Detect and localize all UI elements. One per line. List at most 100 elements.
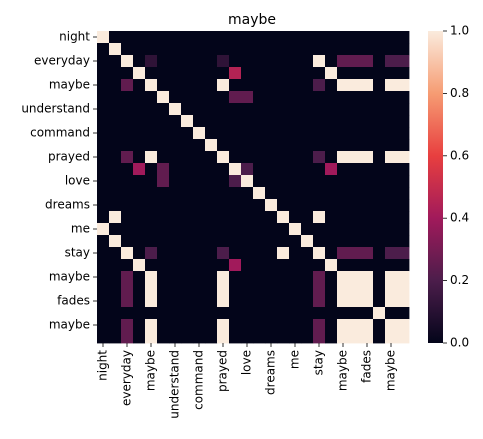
heatmap-cell bbox=[193, 79, 205, 91]
heatmap-cell bbox=[373, 103, 385, 115]
heatmap-cell bbox=[325, 319, 337, 331]
heatmap-cell bbox=[349, 151, 361, 163]
heatmap-cell bbox=[97, 211, 109, 223]
heatmap-cell bbox=[265, 199, 277, 211]
heatmap-cell bbox=[313, 271, 325, 283]
heatmap-cell bbox=[265, 103, 277, 115]
heatmap-cell bbox=[97, 175, 109, 187]
heatmap-cell bbox=[313, 187, 325, 199]
heatmap-cell bbox=[241, 151, 253, 163]
heatmap-cell bbox=[241, 235, 253, 247]
heatmap-cell bbox=[121, 187, 133, 199]
heatmap-cell bbox=[253, 247, 265, 259]
heatmap-cell bbox=[361, 175, 373, 187]
heatmap-cell bbox=[325, 151, 337, 163]
heatmap-cell bbox=[301, 115, 313, 127]
heatmap-cell bbox=[241, 163, 253, 175]
heatmap-cell bbox=[97, 127, 109, 139]
heatmap-cell bbox=[145, 247, 157, 259]
heatmap-cell bbox=[229, 199, 241, 211]
heatmap-cell bbox=[265, 31, 277, 43]
heatmap-cell bbox=[241, 79, 253, 91]
heatmap-cell bbox=[301, 91, 313, 103]
heatmap-cell bbox=[253, 127, 265, 139]
heatmap-cell bbox=[121, 151, 133, 163]
heatmap-cell bbox=[313, 91, 325, 103]
heatmap-cell bbox=[121, 235, 133, 247]
heatmap-cell bbox=[169, 79, 181, 91]
x-tick-label: love bbox=[240, 350, 254, 375]
heatmap-cell bbox=[349, 175, 361, 187]
heatmap-cell bbox=[193, 307, 205, 319]
heatmap-cell bbox=[193, 55, 205, 67]
y-tick-label: dreams bbox=[45, 198, 90, 212]
heatmap-cell bbox=[361, 295, 373, 307]
heatmap-cell bbox=[181, 259, 193, 271]
heatmap-cell bbox=[229, 307, 241, 319]
heatmap-cell bbox=[109, 151, 121, 163]
heatmap-cell bbox=[397, 295, 409, 307]
heatmap-cell bbox=[325, 331, 337, 343]
heatmap-cell bbox=[97, 199, 109, 211]
heatmap-cell bbox=[229, 235, 241, 247]
heatmap-cell bbox=[121, 211, 133, 223]
heatmap-cell bbox=[157, 199, 169, 211]
heatmap-cell bbox=[193, 295, 205, 307]
heatmap-cell bbox=[241, 319, 253, 331]
heatmap-cell bbox=[169, 151, 181, 163]
heatmap-cell bbox=[133, 175, 145, 187]
heatmap-cell bbox=[121, 139, 133, 151]
heatmap-cell bbox=[361, 331, 373, 343]
heatmap-cell bbox=[325, 271, 337, 283]
heatmap-cell bbox=[385, 211, 397, 223]
heatmap-cell bbox=[205, 67, 217, 79]
heatmap-cell bbox=[397, 319, 409, 331]
heatmap-cell bbox=[337, 79, 349, 91]
heatmap-cell bbox=[109, 139, 121, 151]
heatmap-cell bbox=[229, 187, 241, 199]
heatmap-cell bbox=[385, 103, 397, 115]
heatmap-cell bbox=[265, 211, 277, 223]
heatmap-cell bbox=[205, 247, 217, 259]
heatmap-cell bbox=[157, 103, 169, 115]
heatmap-cell bbox=[397, 43, 409, 55]
heatmap-cell bbox=[181, 187, 193, 199]
heatmap-cell bbox=[289, 79, 301, 91]
heatmap-cell bbox=[169, 175, 181, 187]
heatmap-cell bbox=[217, 163, 229, 175]
heatmap-cell bbox=[397, 235, 409, 247]
heatmap-cell bbox=[313, 55, 325, 67]
heatmap-cell bbox=[289, 331, 301, 343]
heatmap-cell bbox=[253, 67, 265, 79]
heatmap-cell bbox=[229, 43, 241, 55]
heatmap-cell bbox=[277, 331, 289, 343]
heatmap-cell bbox=[169, 331, 181, 343]
heatmap-cell bbox=[385, 223, 397, 235]
heatmap-cell bbox=[277, 91, 289, 103]
heatmap-cell bbox=[133, 283, 145, 295]
heatmap-cell bbox=[205, 127, 217, 139]
colorbar-tick-label: 0.2 bbox=[450, 273, 469, 287]
heatmap-cell bbox=[289, 235, 301, 247]
heatmap-cell bbox=[133, 103, 145, 115]
heatmap-cell bbox=[121, 331, 133, 343]
heatmap-cell bbox=[229, 103, 241, 115]
heatmap-cell bbox=[313, 103, 325, 115]
heatmap-cell bbox=[205, 211, 217, 223]
heatmap-cell bbox=[181, 271, 193, 283]
heatmap-cell bbox=[277, 79, 289, 91]
heatmap-cell bbox=[193, 115, 205, 127]
heatmap-cell bbox=[289, 55, 301, 67]
heatmap-cell bbox=[169, 319, 181, 331]
heatmap-cell bbox=[133, 79, 145, 91]
heatmap-cell bbox=[121, 199, 133, 211]
heatmap-cell bbox=[241, 31, 253, 43]
heatmap-cell bbox=[277, 151, 289, 163]
heatmap-cell bbox=[169, 295, 181, 307]
heatmap-cell bbox=[361, 187, 373, 199]
heatmap-cell bbox=[253, 175, 265, 187]
heatmap-cell bbox=[397, 103, 409, 115]
heatmap-cell bbox=[145, 127, 157, 139]
heatmap-cell bbox=[361, 271, 373, 283]
heatmap-cell bbox=[133, 271, 145, 283]
